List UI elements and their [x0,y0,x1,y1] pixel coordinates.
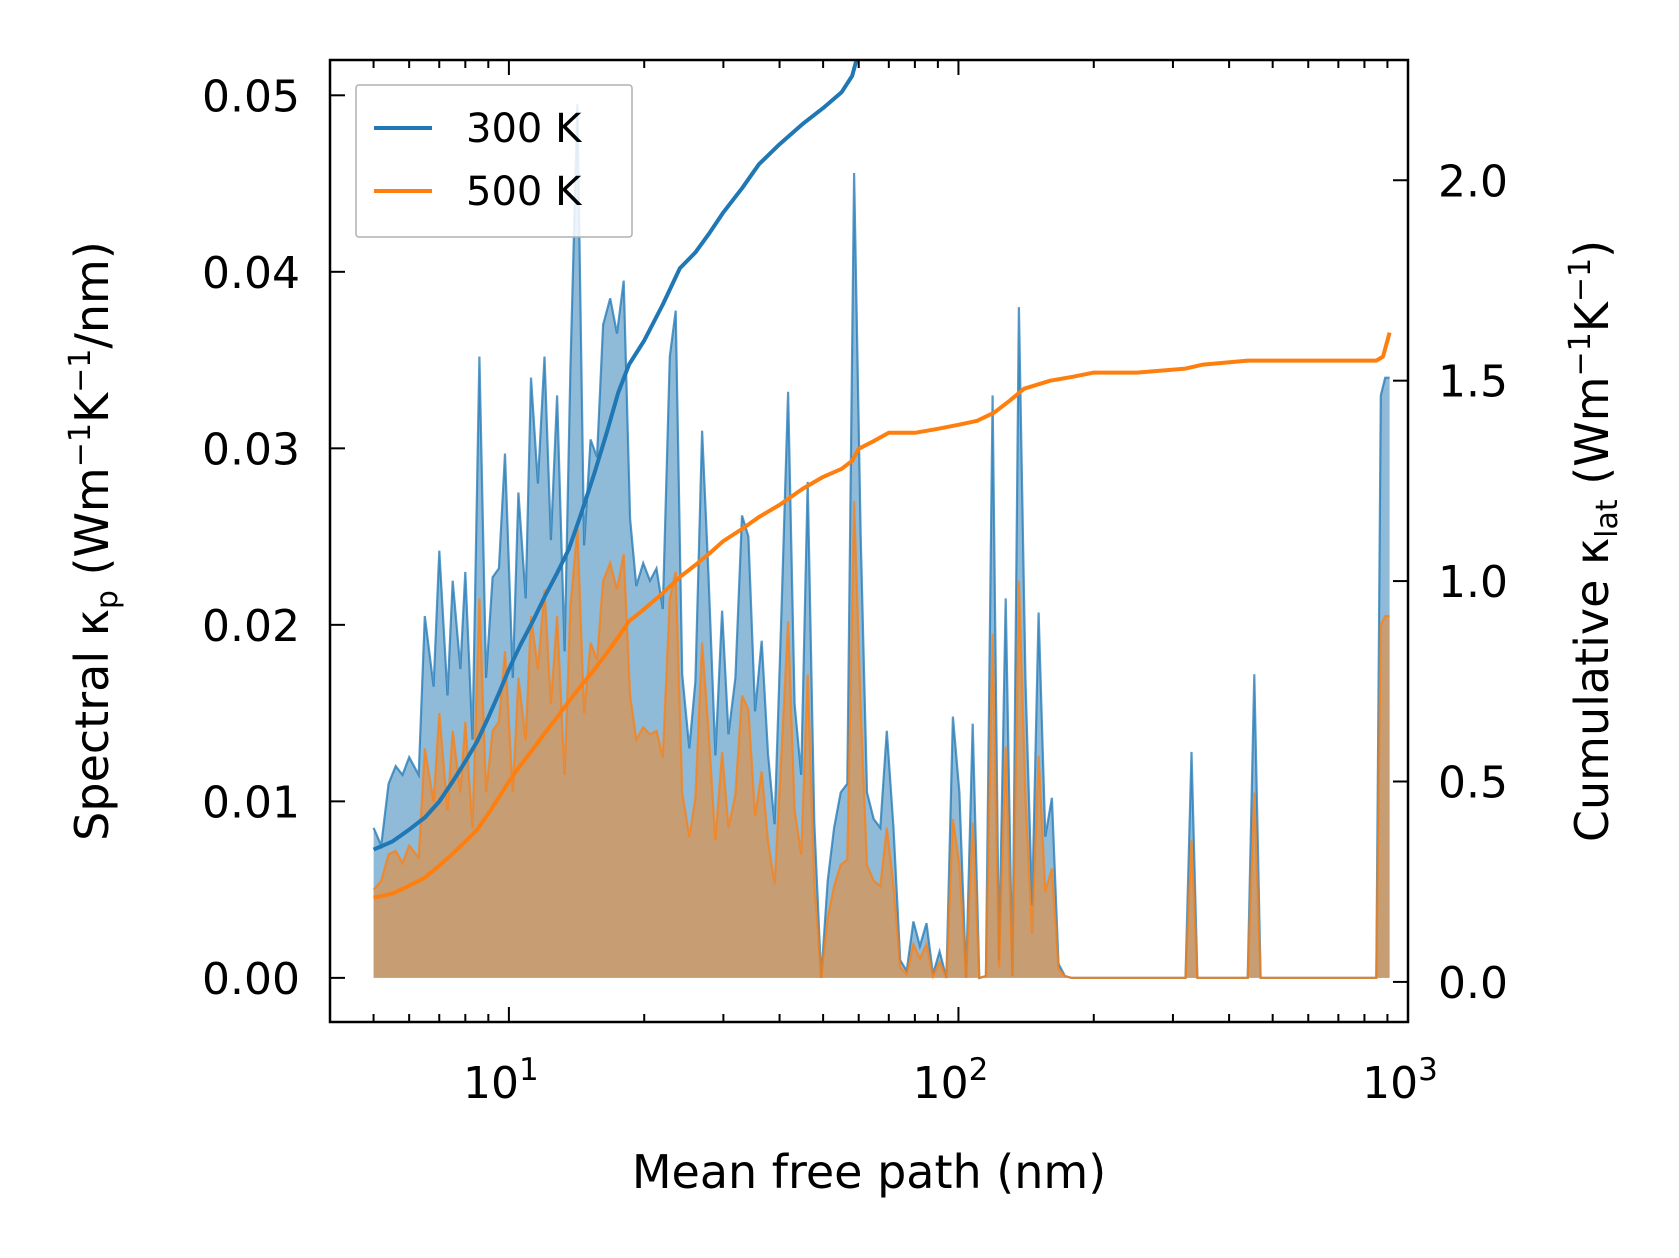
right-y-axis-label: Cumulative κlat (Wm−1K−1) [1563,240,1625,842]
cumulative-line-500k [373,332,1392,900]
x-tick-label: 102 [913,1052,989,1109]
right-y-tick-label: 0.5 [1438,758,1508,809]
right-y-tick-label: 1.5 [1438,357,1508,408]
spectral-area-500k [373,501,1390,978]
x-tick-label: 101 [463,1052,539,1109]
left-y-tick-label: 0.04 [202,248,300,299]
plot-frame [328,58,1410,1024]
legend-box [355,84,633,238]
left-y-axis-label: Spectral κp (Wm−1K−1/nm) [63,241,125,841]
left-y-tick-label: 0.00 [202,954,300,1005]
left-y-tick-label: 0.02 [202,601,300,652]
plot-area [372,60,1392,980]
legend-label-300k: 300 K [466,106,583,152]
spectral-line-300k [372,104,1390,980]
legend-label-500k: 500 K [466,169,583,215]
right-y-tick-label: 1.0 [1438,557,1508,608]
left-y-tick-label: 0.03 [202,424,300,475]
cumulative-line-300k [372,60,859,852]
right-y-axis: 0.0 0.5 1.0 1.5 2.0 [1393,156,1508,1009]
left-y-axis: 0.00 0.01 0.02 0.03 0.04 0.05 [202,71,345,1005]
x-axis: 101 102 103 [329,60,1438,1109]
left-y-tick-label: 0.01 [202,777,300,828]
legend: 300 K 500 K [355,84,633,238]
right-y-tick-label: 0.0 [1438,958,1508,1009]
left-y-tick-label: 0.05 [202,71,300,122]
x-axis-label: Mean free path (nm) [632,1145,1106,1199]
right-y-tick-label: 2.0 [1438,156,1508,207]
x-tick-label: 103 [1362,1052,1438,1109]
